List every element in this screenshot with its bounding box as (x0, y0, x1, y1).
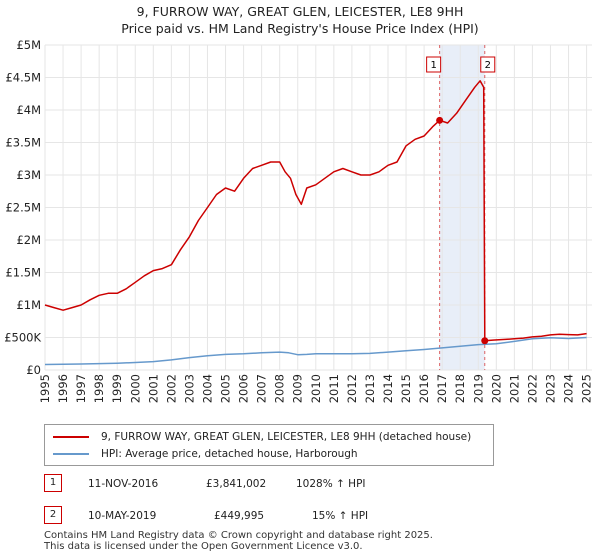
x-tick-label: 2025 (580, 374, 594, 403)
hpi-line (44, 336, 587, 366)
x-tick-label: 2010 (309, 374, 323, 403)
x-tick-label: 2022 (525, 374, 539, 403)
x-tick-label: 2002 (164, 374, 178, 403)
y-tick-label: £4M (16, 103, 41, 117)
x-tick-label: 2004 (200, 374, 214, 403)
x-tick-label: 2006 (237, 374, 251, 403)
y-tick-label: £2.5M (5, 201, 41, 215)
x-tick-label: 2008 (273, 374, 287, 403)
x-tick-label: 2001 (146, 374, 160, 403)
x-tick-label: 2011 (327, 374, 341, 403)
legend-swatch-property (53, 436, 89, 438)
chart-title: 9, FURROW WAY, GREAT GLEN, LEICESTER, LE… (136, 4, 464, 19)
chart-subtitle: Price paid vs. HM Land Registry's House … (121, 21, 479, 36)
sale-label-box-2 (480, 56, 496, 73)
x-tick-label: 2020 (489, 374, 503, 403)
sale-point-1 (436, 116, 444, 124)
x-tick-label: 2019 (471, 374, 485, 403)
x-tick-label: 2014 (381, 374, 395, 403)
x-tick-label: 2016 (417, 374, 431, 403)
x-tick-label: 2007 (255, 374, 269, 403)
sale-label-2: 2 (485, 60, 491, 71)
sale-label-1: 1 (430, 60, 436, 71)
x-tick-label: 2009 (291, 374, 305, 403)
x-tick-label: 2017 (435, 374, 449, 403)
x-tick-label: 2024 (562, 374, 576, 403)
sale-date: 10-MAY-2019 (88, 510, 157, 522)
x-tick-label: 2000 (128, 374, 142, 403)
sale-number-badge: 1 (44, 474, 62, 492)
x-tick-label: 2018 (453, 374, 467, 403)
legend-item-hpi: HPI: Average price, detached house, Harb… (53, 446, 358, 462)
y-tick-label: £500K (4, 331, 41, 345)
y-tick-label: £4.5M (5, 71, 41, 85)
x-tick-label: 1999 (110, 374, 124, 403)
y-tick-label: £1M (16, 298, 41, 312)
x-tick-label: 1995 (38, 374, 52, 403)
x-tick-label: 2005 (219, 374, 233, 403)
x-tick-label: 1996 (56, 374, 70, 403)
legend-label-hpi: HPI: Average price, detached house, Harb… (101, 448, 358, 460)
legend-label-property: 9, FURROW WAY, GREAT GLEN, LEICESTER, LE… (101, 431, 472, 443)
sale-price: £449,995 (214, 510, 265, 522)
y-tick-label: £0 (26, 363, 41, 377)
sale-date: 11-NOV-2016 (88, 478, 159, 490)
x-tick-label: 2003 (182, 374, 196, 403)
sale-price: £3,841,002 (206, 478, 267, 490)
x-tick-label: 1997 (74, 374, 88, 403)
x-tick-label: 2013 (363, 374, 377, 403)
footer-copyright: Contains HM Land Registry data © Crown c… (44, 530, 433, 541)
footer-licence: This data is licensed under the Open Gov… (44, 541, 363, 552)
footer: Contains HM Land Registry data © Crown c… (44, 530, 433, 552)
sale-hpi-change: 1028% ↑ HPI (296, 478, 366, 490)
axes: £0 £500K £1M £1.5M £2M £2.5M £3M £3.5M £4M £4.5M £… (4, 38, 593, 403)
y-tick-label: £2M (16, 233, 41, 247)
legend-item-property: 9, FURROW WAY, GREAT GLEN, LEICESTER, LE… (53, 429, 471, 445)
sale-label-box-1 (426, 56, 442, 73)
grid-lines (44, 44, 592, 371)
y-tick-label: £1.5M (5, 266, 41, 280)
y-tick-label: £3M (16, 168, 41, 182)
sale-point-2 (481, 337, 489, 345)
legend: 9, FURROW WAY, GREAT GLEN, LEICESTER, LE… (44, 424, 494, 466)
legend-swatch-hpi (53, 453, 89, 455)
x-tick-label: 2015 (399, 374, 413, 403)
x-tick-label: 2023 (543, 374, 557, 403)
x-tick-label: 2012 (345, 374, 359, 403)
sale-number-badge: 2 (44, 506, 62, 524)
x-tick-label: 1998 (92, 374, 106, 403)
y-tick-label: £5M (16, 38, 41, 52)
sale-hpi-change: 15% ↑ HPI (312, 510, 369, 522)
y-tick-label: £3.5M (5, 136, 41, 150)
x-tick-label: 2021 (507, 374, 521, 403)
